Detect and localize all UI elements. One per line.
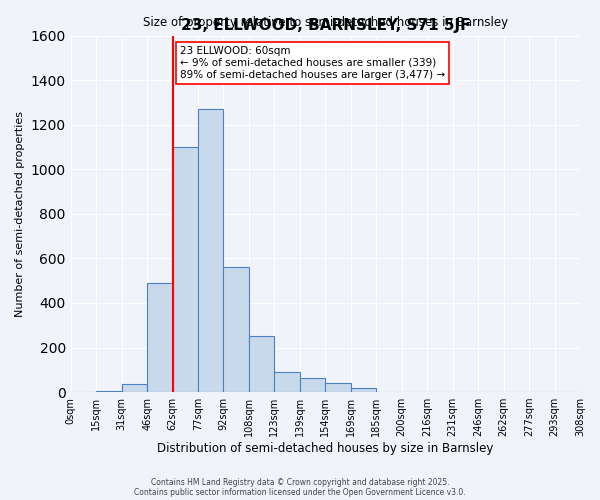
Bar	[300, 378, 325, 392]
Title: 23, ELLWOOD, BARNSLEY, S71 5JF: 23, ELLWOOD, BARNSLEY, S71 5JF	[181, 18, 470, 33]
Y-axis label: Number of semi-detached properties: Number of semi-detached properties	[15, 111, 25, 317]
Text: 23 ELLWOOD: 60sqm
← 9% of semi-detached houses are smaller (339)
89% of semi-det: 23 ELLWOOD: 60sqm ← 9% of semi-detached …	[180, 46, 445, 80]
Bar	[351, 388, 376, 392]
Bar	[122, 384, 147, 392]
Text: Contains HM Land Registry data © Crown copyright and database right 2025.
Contai: Contains HM Land Registry data © Crown c…	[134, 478, 466, 497]
Bar	[325, 382, 351, 392]
Bar	[223, 268, 249, 392]
Bar	[147, 283, 173, 392]
Bar	[96, 391, 122, 392]
Text: Size of property relative to semi-detached houses in Barnsley: Size of property relative to semi-detach…	[143, 16, 508, 28]
Bar	[173, 147, 198, 392]
Bar	[198, 109, 223, 392]
Bar	[274, 372, 300, 392]
Bar	[249, 336, 274, 392]
X-axis label: Distribution of semi-detached houses by size in Barnsley: Distribution of semi-detached houses by …	[157, 442, 494, 455]
